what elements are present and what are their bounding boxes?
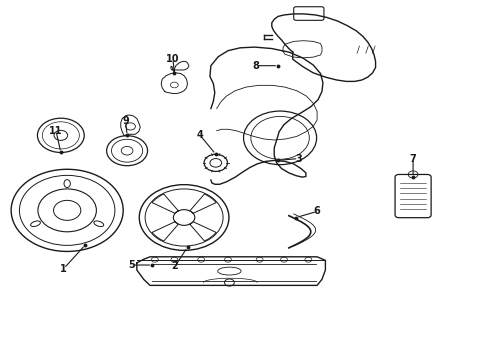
- Text: 5: 5: [128, 260, 135, 270]
- Text: 8: 8: [252, 61, 259, 71]
- Text: 1: 1: [60, 264, 67, 274]
- Text: 4: 4: [197, 130, 203, 140]
- Text: 9: 9: [122, 116, 129, 126]
- Text: 10: 10: [166, 54, 180, 64]
- Text: 11: 11: [49, 126, 63, 136]
- Text: 7: 7: [410, 154, 416, 163]
- Text: 3: 3: [295, 154, 302, 163]
- Text: 6: 6: [314, 206, 320, 216]
- Text: 2: 2: [172, 261, 178, 271]
